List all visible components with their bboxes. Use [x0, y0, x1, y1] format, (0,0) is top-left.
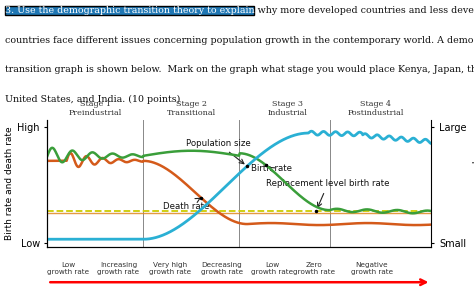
Text: Death rate: Death rate [163, 198, 209, 211]
Text: Negative
growth rate: Negative growth rate [351, 262, 393, 275]
Text: Very high
growth rate: Very high growth rate [149, 262, 191, 275]
Text: Increasing
growth rate: Increasing growth rate [97, 262, 139, 275]
Text: Stage 4
Postindustrial: Stage 4 Postindustrial [347, 100, 404, 117]
Text: Stage 3
Industrial: Stage 3 Industrial [267, 100, 307, 117]
Y-axis label: Population size: Population size [471, 150, 474, 218]
Text: 3. Use the demographic transition theory to explain why more developed countries: 3. Use the demographic transition theory… [5, 6, 474, 15]
Text: Low
growth rate: Low growth rate [251, 262, 293, 275]
Text: Population size: Population size [186, 139, 250, 164]
Text: Zero
growth rate: Zero growth rate [293, 262, 335, 275]
Text: Decreasing
growth rate: Decreasing growth rate [201, 262, 243, 275]
Text: United States, and India. (10 points): United States, and India. (10 points) [5, 95, 180, 104]
Text: Low
growth rate: Low growth rate [47, 262, 90, 275]
Text: countries face different issues concerning population growth in the contemporary: countries face different issues concerni… [5, 36, 474, 45]
Text: 3. Use the demographic transition theory to: 3. Use the demographic transition theory… [5, 6, 219, 15]
Text: Replacement level birth rate: Replacement level birth rate [266, 179, 390, 207]
Text: transition graph is shown below.  Mark on the graph what stage you would place K: transition graph is shown below. Mark on… [5, 66, 474, 75]
Text: Birth rate: Birth rate [251, 164, 292, 173]
Text: 3. Use the demographic transition theory to explain: 3. Use the demographic transition theory… [5, 6, 255, 15]
Text: Stage 2
Transitional: Stage 2 Transitional [167, 100, 216, 117]
Y-axis label: Birth rate and death rate: Birth rate and death rate [6, 127, 15, 240]
Text: Stage 1
Preindustrial: Stage 1 Preindustrial [69, 100, 122, 117]
